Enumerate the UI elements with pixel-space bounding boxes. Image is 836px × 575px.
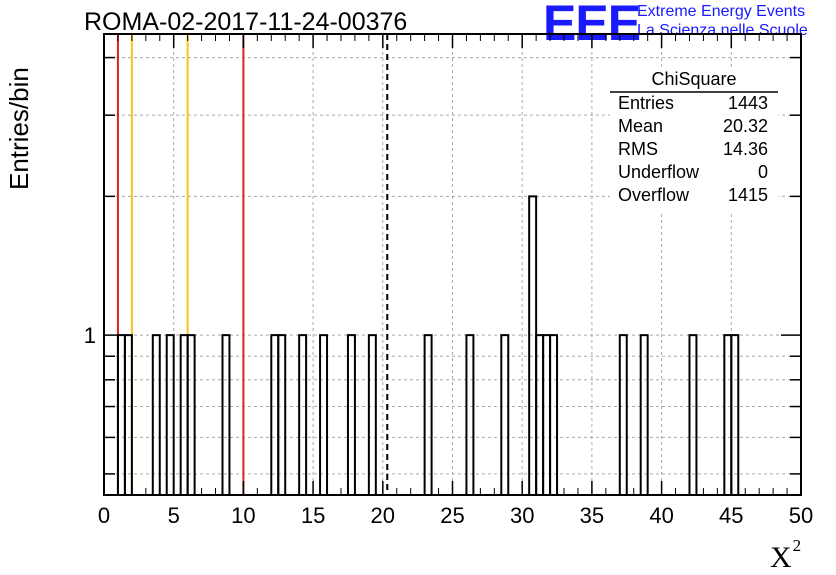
histogram-bin <box>270 334 280 495</box>
stats-row-value: 0 <box>758 162 768 182</box>
stats-row-value: 20.32 <box>723 116 768 136</box>
y-tick-label: 1 <box>84 323 96 348</box>
histogram-bin <box>116 334 126 495</box>
histogram-bin <box>186 334 196 495</box>
histogram-bin <box>688 334 698 495</box>
chart-title: ROMA-02-2017-11-24-00376 <box>84 8 408 36</box>
x-tick-label: 5 <box>168 503 180 528</box>
histogram-bin <box>179 334 189 495</box>
stats-row-label: RMS <box>618 139 658 159</box>
stats-row-label: Entries <box>618 93 674 113</box>
brand-line-1: Extreme Energy Events <box>637 3 806 20</box>
x-tick-label: 25 <box>440 503 464 528</box>
histogram-bin <box>618 334 628 495</box>
x-axis-label: X2 <box>770 536 801 575</box>
histogram-bin <box>423 334 433 495</box>
x-tick-label: 50 <box>789 503 813 528</box>
stats-row-value: 1443 <box>728 93 768 113</box>
stats-row-value: 14.36 <box>723 139 768 159</box>
x-axis-label-superscript: 2 <box>792 536 802 555</box>
histogram-bin <box>639 334 649 495</box>
x-tick-label: 15 <box>301 503 325 528</box>
histogram-bin <box>319 334 329 495</box>
histogram-bin <box>723 334 733 495</box>
histogram-bin <box>542 334 552 495</box>
stats-box <box>610 67 778 212</box>
x-tick-label: 10 <box>231 503 255 528</box>
histogram-bin <box>221 334 231 495</box>
histogram-bin <box>298 334 308 495</box>
stats-row-value: 1415 <box>728 185 768 205</box>
histogram-bin <box>367 334 377 495</box>
histogram-bin <box>277 334 287 495</box>
x-tick-label: 0 <box>98 503 110 528</box>
stats-box-title: ChiSquare <box>651 69 736 89</box>
histogram-bin <box>165 334 175 495</box>
x-tick-label: 40 <box>649 503 673 528</box>
x-axis-label-symbol: X <box>770 541 792 574</box>
x-tick-label: 35 <box>580 503 604 528</box>
histogram-bin <box>549 334 559 495</box>
stats-row-label: Overflow <box>618 185 690 205</box>
histogram-bin <box>535 334 545 495</box>
histogram-bin <box>346 334 356 495</box>
histogram-bin <box>465 334 475 495</box>
x-tick-label: 30 <box>510 503 534 528</box>
histogram-bin <box>730 334 740 495</box>
histogram-bin <box>500 334 510 495</box>
x-tick-label: 45 <box>719 503 743 528</box>
histogram-bin <box>123 334 133 495</box>
stats-row-label: Mean <box>618 116 663 136</box>
x-tick-label: 20 <box>371 503 395 528</box>
stats-row-label: Underflow <box>618 162 700 182</box>
histogram-bin <box>151 334 161 495</box>
histogram-bin <box>528 195 538 495</box>
